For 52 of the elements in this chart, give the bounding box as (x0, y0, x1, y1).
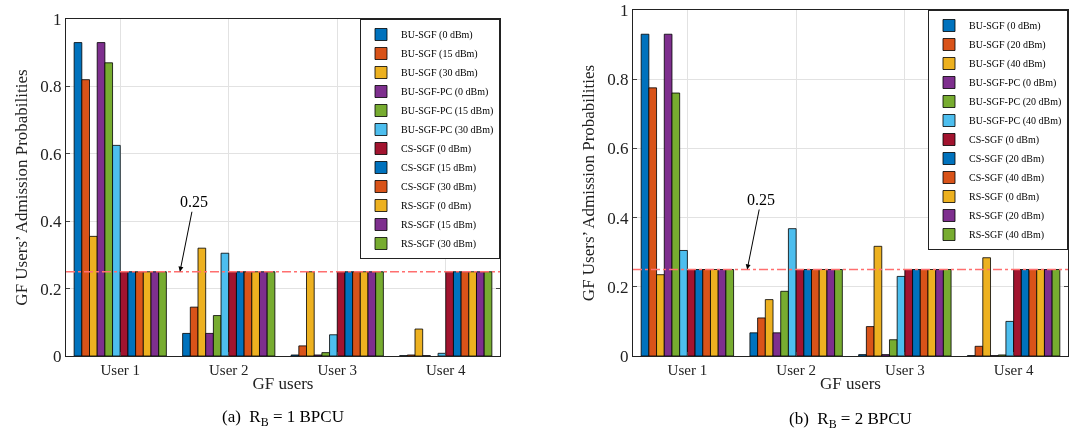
x-tick-label: User 2 (776, 362, 816, 378)
legend-label: RS-SGF (20 dBm) (969, 210, 1045, 223)
legend-label: RS-SGF (40 dBm) (969, 229, 1045, 242)
y-tick-label: 0.2 (40, 279, 62, 299)
x-tick-label: User 1 (667, 362, 708, 378)
legend-label: BU-SGF (0 dBm) (401, 29, 473, 42)
x-axis-title: GF users (252, 374, 314, 394)
legend-label: BU-SGF-PC (0 dBm) (401, 86, 489, 99)
legend-label: RS-SGF (15 dBm) (401, 219, 477, 232)
legend-label: CS-SGF (30 dBm) (401, 181, 477, 194)
x-tick-label: User 1 (100, 362, 141, 378)
legend-label: BU-SGF (30 dBm) (401, 67, 478, 80)
y-tick-label: 0.4 (607, 208, 630, 228)
y-tick-label: 0 (620, 346, 629, 366)
legend-label: BU-SGF-PC (0 dBm) (969, 77, 1057, 90)
text: (b) R$_{B}$ = 2 BPCU (789, 409, 912, 431)
x-tick-label: User 3 (885, 362, 925, 378)
x-axis-title: GF users (820, 374, 881, 394)
y-axis-title: GF Users’ Admission Probabilities (11, 69, 31, 306)
x-tick-label: User 3 (317, 362, 358, 378)
y-tick-label: 0.8 (607, 70, 629, 90)
legend-label: BU-SGF (40 dBm) (969, 58, 1046, 71)
legend-label: BU-SGF-PC (40 dBm) (969, 115, 1062, 128)
y-tick-label: 1 (620, 0, 629, 20)
legend-label: CS-SGF (20 dBm) (969, 153, 1045, 166)
y-tick-label: 0.8 (40, 77, 62, 97)
legend-label: BU-SGF (15 dBm) (401, 48, 478, 61)
x-tick-label: User 2 (208, 362, 249, 378)
legend-label: CS-SGF (40 dBm) (969, 172, 1045, 185)
legend-label: CS-SGF (0 dBm) (969, 134, 1040, 147)
y-tick-label: 0.6 (40, 144, 62, 164)
legend-label: BU-SGF (0 dBm) (969, 20, 1041, 33)
legend-label: RS-SGF (0 dBm) (969, 191, 1040, 204)
legend-label: RS-SGF (0 dBm) (401, 200, 472, 213)
ref-line-label: 0.25 (747, 191, 775, 208)
legend-label: RS-SGF (30 dBm) (401, 238, 477, 251)
x-tick-label: User 4 (425, 362, 467, 378)
y-tick-label: 0.2 (607, 277, 629, 297)
text: (a) R$_{B}$ = 1 BPCU (222, 407, 344, 429)
legend-label: BU-SGF-PC (15 dBm) (401, 105, 494, 118)
legend-label: BU-SGF-PC (20 dBm) (969, 96, 1062, 109)
ref-line-label: 0.25 (180, 193, 208, 210)
y-tick-label: 0 (53, 346, 62, 366)
y-tick-label: 0.6 (607, 139, 629, 159)
x-tick-label: User 4 (993, 362, 1034, 378)
y-tick-label: 0.4 (40, 212, 63, 232)
y-tick-label: 1 (53, 9, 62, 29)
legend-label: BU-SGF-PC (30 dBm) (401, 124, 494, 137)
legend-label: CS-SGF (15 dBm) (401, 162, 477, 175)
legend-label: CS-SGF (0 dBm) (401, 143, 472, 156)
y-axis-title: GF Users’ Admission Probabilities (578, 64, 598, 302)
legend-label: BU-SGF (20 dBm) (969, 39, 1046, 52)
